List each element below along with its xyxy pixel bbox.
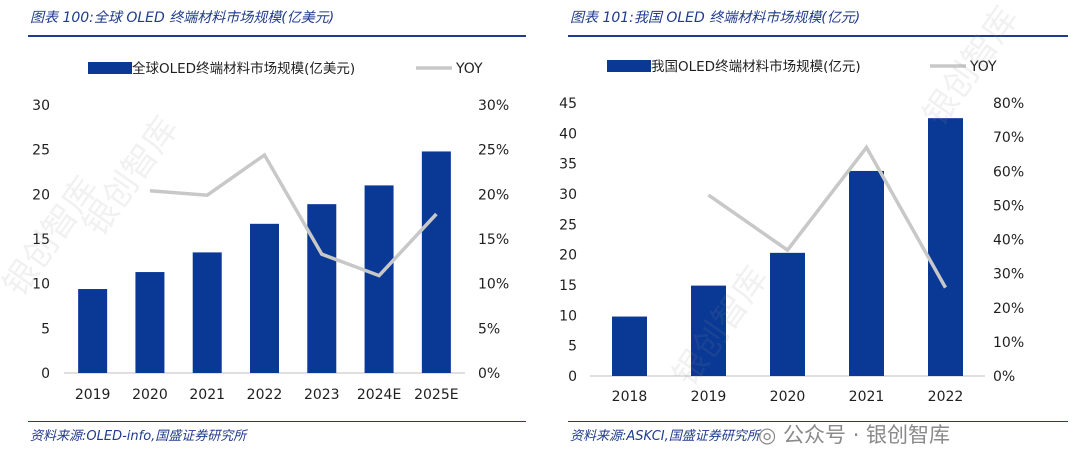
x-tick-label: 2021 <box>189 387 225 403</box>
x-tick-label: 2018 <box>612 389 648 405</box>
figure-title: 图表 100:全球 OLED 终端材料市场规模(亿美元) <box>30 10 335 26</box>
y-left-tick-label: 5 <box>568 339 577 355</box>
y-right-tick-label: 30% <box>993 267 1024 283</box>
y-left-tick-label: 30 <box>559 187 577 203</box>
legend-line-label: YOY <box>455 61 483 77</box>
x-tick-label: 2024E <box>357 387 401 403</box>
bar <box>250 223 279 373</box>
source-note: 资料来源:ASKCI,国盛证券研究所 <box>570 429 760 444</box>
bar <box>928 118 963 377</box>
y-right-tick-label: 30% <box>478 98 509 114</box>
legend-bar-swatch <box>607 60 651 72</box>
chart-china-oled-market: 0 5 10 15 20 25 30 35 40 45 0% 10% 20% 30% 40% 50% 60% 70… <box>559 58 1024 405</box>
title-rule <box>28 35 526 37</box>
bar <box>770 252 805 376</box>
source-rule <box>28 421 526 422</box>
title-rule <box>568 35 1068 37</box>
legend-bar-label: 全球OLED终端材料市场规模(亿美元) <box>132 60 355 77</box>
y-right-tick-label: 25% <box>478 143 509 159</box>
y-left-tick-label: 0 <box>568 369 577 385</box>
brand-text: 公众号 · 银创智库 <box>783 423 951 447</box>
y-left-tick-label: 10 <box>32 277 50 293</box>
y-left-tick-label: 25 <box>32 143 50 159</box>
y-left-tick-label: 45 <box>559 96 577 112</box>
y-right-tick-label: 20% <box>993 301 1024 317</box>
yoy-line <box>707 144 948 289</box>
y-right-tick-label: 10% <box>993 335 1024 351</box>
y-left-tick-label: 25 <box>559 217 577 233</box>
y-left-tick-label: 30 <box>32 98 50 114</box>
y-right-tick-label: 0% <box>478 366 500 382</box>
x-tick-label: 2022 <box>928 389 964 405</box>
bar <box>612 316 647 376</box>
y-left-tick-label: 15 <box>32 232 50 248</box>
y-left-tick-label: 10 <box>559 308 577 324</box>
x-tick-label: 2020 <box>770 389 806 405</box>
y-right-tick-label: 70% <box>993 130 1024 146</box>
x-tick-label: 2025E <box>414 387 458 403</box>
y-right-tick-label: 60% <box>993 164 1024 180</box>
x-tick-label: 2021 <box>849 389 885 405</box>
chart-panel-global: 图表 100:全球 OLED 终端材料市场规模(亿美元) 0 5 10 15 20 25 3… <box>28 10 526 444</box>
figure-title: 图表 101:我国 OLED 终端材料市场规模(亿元) <box>570 10 861 26</box>
y-right-tick-label: 5% <box>478 321 500 337</box>
x-tick-label: 2020 <box>132 387 168 403</box>
y-left-tick-label: 15 <box>559 278 577 294</box>
chart-global-oled-market: 0 5 10 15 20 25 30 0% 5% 10% 15% 20% 25% 30% 2019 2020 2… <box>32 60 509 403</box>
bar <box>135 272 165 373</box>
y-right-tick-label: 40% <box>993 233 1024 249</box>
y-right-tick-label: 20% <box>478 187 509 203</box>
legend-bar-swatch <box>88 62 132 74</box>
bar <box>849 170 884 376</box>
y-left-tick-label: 20 <box>559 248 577 264</box>
bar <box>78 289 108 373</box>
bar <box>691 285 726 376</box>
y-left-tick-label: 0 <box>41 366 50 382</box>
x-tick-label: 2023 <box>304 387 340 403</box>
y-left-tick-label: 40 <box>559 126 577 142</box>
legend-line-label: YOY <box>969 59 997 75</box>
bar <box>421 151 451 373</box>
y-right-tick-label: 80% <box>993 96 1024 112</box>
chart-panel-china: 图表 101:我国 OLED 终端材料市场规模(亿元) 0 5 10 15 20 25 30… <box>540 0 1080 472</box>
x-tick-label: 2019 <box>75 387 111 403</box>
y-right-tick-label: 15% <box>478 232 509 248</box>
wechat-icon: ◎ <box>758 423 777 447</box>
yoy-line <box>149 152 438 278</box>
y-right-tick-label: 10% <box>478 277 509 293</box>
y-right-tick-label: 50% <box>993 198 1024 214</box>
y-right-tick-label: 0% <box>993 369 1015 385</box>
x-tick-label: 2019 <box>691 389 727 405</box>
x-tick-label: 2022 <box>247 387 283 403</box>
source-rule <box>568 421 1068 422</box>
bar <box>307 204 337 373</box>
source-note: 资料来源:OLED-info,国盛证券研究所 <box>30 429 247 444</box>
wechat-brand-label: ◎ 公众号 · 银创智库 <box>758 419 950 449</box>
bar <box>192 252 222 373</box>
y-left-tick-label: 5 <box>41 321 50 337</box>
bar <box>364 185 394 373</box>
y-left-tick-label: 20 <box>32 187 50 203</box>
y-left-tick-label: 35 <box>559 157 577 173</box>
legend-bar-label: 我国OLED终端材料市场规模(亿元) <box>651 58 861 75</box>
